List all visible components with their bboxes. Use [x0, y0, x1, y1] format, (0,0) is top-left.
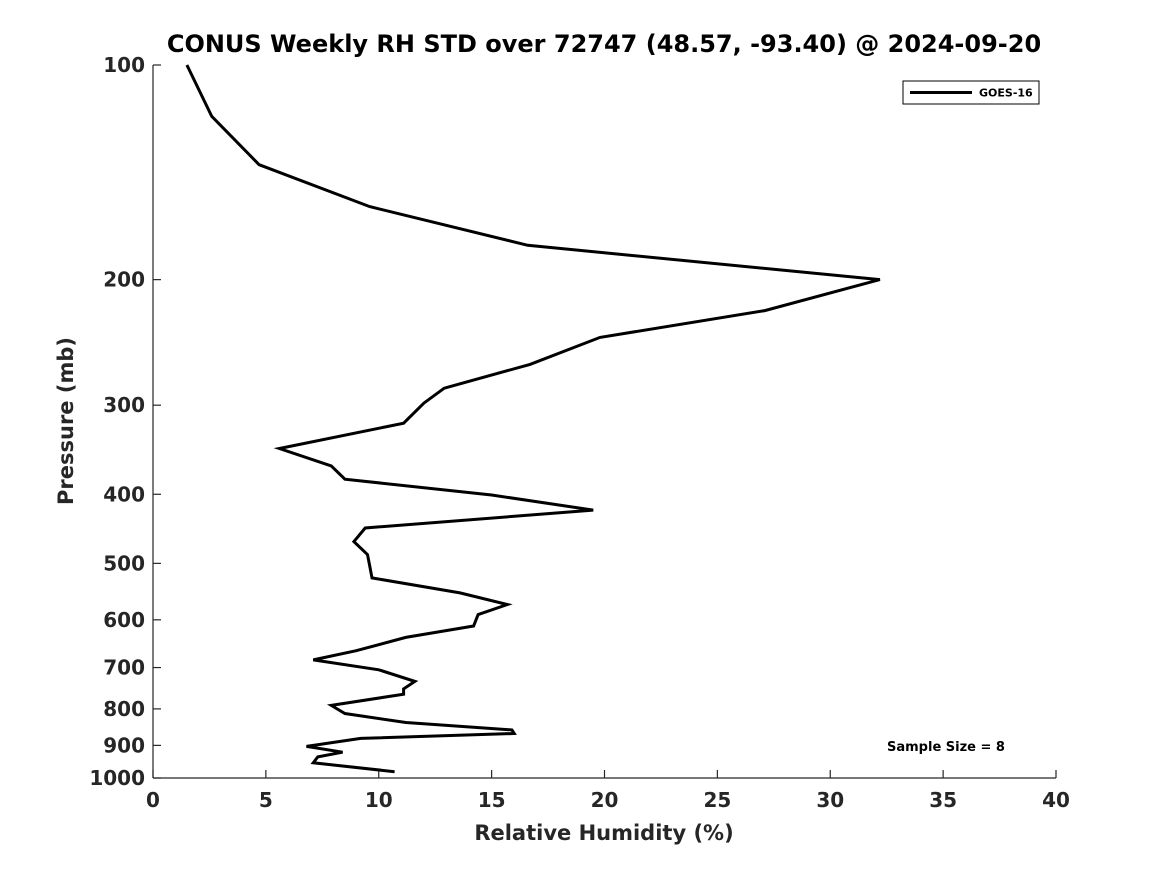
x-tick-label: 25 [703, 788, 731, 812]
y-tick-label: 400 [103, 482, 145, 506]
x-tick-label: 30 [816, 788, 844, 812]
x-tick-label: 0 [146, 788, 160, 812]
plot-area [152, 65, 1056, 779]
x-ticks: 0 5 10 15 20 25 30 35 40 [146, 770, 1070, 812]
y-tick-label: 600 [103, 608, 145, 632]
legend: GOES-16 [902, 80, 1040, 105]
legend-label-goes-16: GOES-16 [979, 87, 1033, 100]
y-axis-label: Pressure (mb) [54, 337, 78, 505]
series-layer [185, 64, 881, 774]
x-axis-label: Relative Humidity (%) [474, 821, 733, 845]
x-tick-label: 40 [1042, 788, 1070, 812]
y-tick-label: 1000 [89, 766, 145, 790]
x-tick-label: 20 [591, 788, 619, 812]
series-line-goes-16 [185, 64, 881, 774]
y-tick-label: 800 [103, 697, 145, 721]
y-tick-label: 200 [103, 268, 145, 292]
sample-size-annotation: Sample Size = 8 [887, 740, 1005, 755]
y-tick-label: 100 [103, 53, 145, 77]
y-tick-label: 300 [103, 393, 145, 417]
y-ticks: 100 200 300 400 500 600 700 800 900 1000 [89, 53, 161, 790]
y-tick-label: 700 [103, 656, 145, 680]
x-tick-label: 10 [365, 788, 393, 812]
x-tick-label: 5 [259, 788, 273, 812]
chart-title: CONUS Weekly RH STD over 72747 (48.57, -… [167, 30, 1041, 58]
y-tick-label: 500 [103, 551, 145, 575]
y-tick-label: 900 [103, 733, 145, 757]
x-tick-label: 35 [929, 788, 957, 812]
x-tick-label: 15 [478, 788, 506, 812]
